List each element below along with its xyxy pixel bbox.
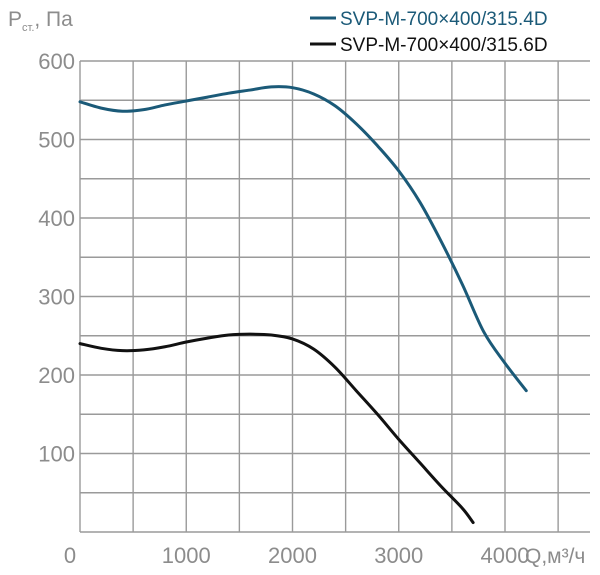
x-tick-label: 3000: [374, 543, 423, 568]
y-tick-label: 400: [38, 206, 75, 231]
y-tick-label: 100: [38, 442, 75, 467]
y-tick-label: 300: [38, 285, 75, 310]
legend: SVP-M-700×400/315.4D SVP-M-700×400/315.6…: [310, 9, 548, 56]
series-group: [78, 85, 528, 525]
x-tick-label: 2000: [268, 543, 317, 568]
grid: [79, 60, 590, 533]
y-axis-title-sub: ст.: [22, 22, 34, 34]
y-axis-title: Pст., Па: [8, 8, 73, 34]
x-tick-label: 4000: [481, 543, 530, 568]
x-tick-label: 0: [64, 543, 76, 568]
legend-label-series-2: SVP-M-700×400/315.6D: [340, 35, 548, 56]
series-line-2: [78, 332, 475, 525]
x-axis-title: Q,м³/ч: [525, 545, 585, 568]
x-tick-labels: 0 1000 2000 3000 4000: [64, 543, 530, 568]
y-axis-title-unit: , Па: [34, 8, 73, 31]
series-line-1: [78, 85, 528, 393]
y-tick-label: 600: [38, 49, 75, 74]
x-tick-label: 1000: [162, 543, 211, 568]
y-axis-title-main: P: [8, 8, 22, 31]
y-tick-label: 200: [38, 363, 75, 388]
y-tick-labels: 100 200 300 400 500 600: [38, 49, 75, 467]
legend-label-series-1: SVP-M-700×400/315.4D: [340, 9, 548, 30]
y-tick-label: 500: [38, 128, 75, 153]
